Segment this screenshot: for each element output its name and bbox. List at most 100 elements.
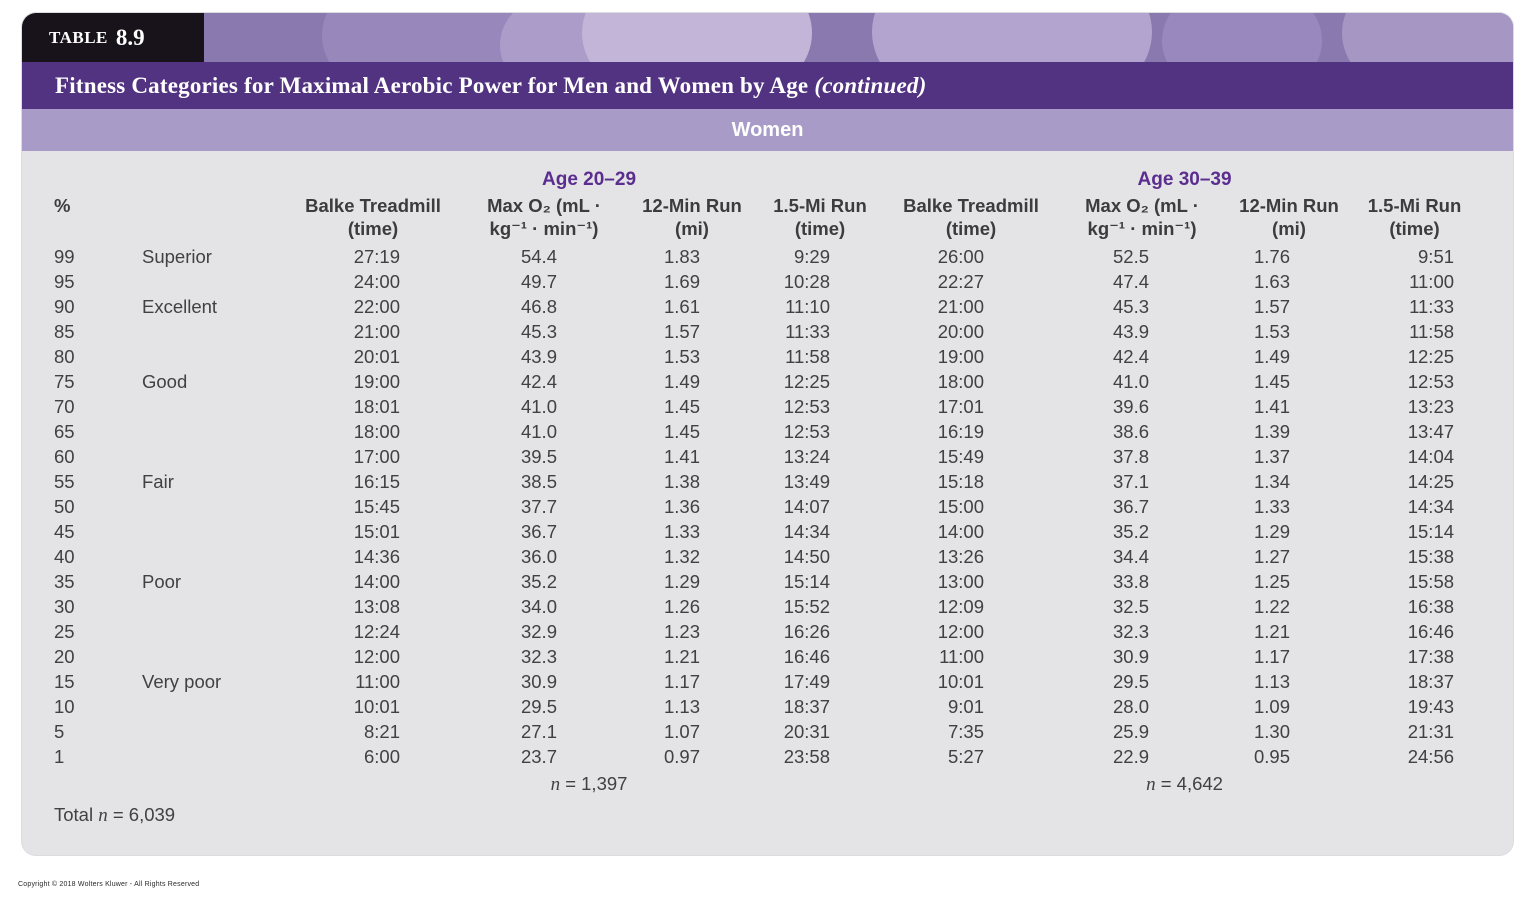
- table-row: 30 13:08 34.0 1.26 15:52 12:09 32.5 1.22…: [54, 594, 1481, 619]
- percentile-cell: 50: [54, 496, 75, 517]
- percentile-cell: 70: [54, 396, 75, 417]
- decorative-blob: [322, 13, 522, 62]
- category-column-header: [142, 194, 290, 244]
- value-cell: 32.3: [520, 646, 557, 667]
- value-cell: 1.53: [663, 346, 700, 367]
- value-cell: 1.53: [1254, 321, 1291, 342]
- table-row: 55 Fair 16:15 38.5 1.38 13:49 15:18 37.1…: [54, 469, 1481, 494]
- percentile-cell: 15: [54, 671, 75, 692]
- value-cell: 1.33: [663, 521, 700, 542]
- table-row: 35 Poor 14:00 35.2 1.29 15:14 13:00 33.8…: [54, 569, 1481, 594]
- value-cell: 34.0: [520, 596, 557, 617]
- value-cell: 1.09: [1254, 696, 1291, 717]
- table-title: Fitness Categories for Maximal Aerobic P…: [55, 72, 809, 98]
- table-label-word: TABLE: [49, 27, 108, 47]
- value-cell: 1.45: [663, 396, 700, 417]
- value-cell: 1.57: [1254, 296, 1291, 317]
- value-cell: 1.17: [663, 671, 700, 692]
- percentile-cell: 90: [54, 296, 75, 317]
- fitness-table: Age 20–29 Age 30–39 % Balke Treadmill (t…: [54, 163, 1481, 800]
- value-cell: 1.26: [663, 596, 700, 617]
- decorative-blob: [1162, 13, 1322, 62]
- age-group-20-29: Age 20–29: [542, 169, 637, 190]
- value-cell: 23.7: [520, 746, 557, 767]
- value-cell: 9:51: [1418, 246, 1455, 267]
- table-row: 1 6:00 23.7 0.97 23:58 5:27 22.9 0.95 24…: [54, 744, 1481, 769]
- table-row: 20 12:00 32.3 1.21 16:46 11:00 30.9 1.17…: [54, 644, 1481, 669]
- value-cell: 1.83: [663, 246, 700, 267]
- value-cell: 15:38: [1407, 546, 1455, 567]
- value-cell: 14:36: [353, 546, 400, 567]
- category-cell: [142, 494, 290, 519]
- percentile-cell: 1: [54, 746, 65, 767]
- category-cell: Good: [142, 371, 188, 392]
- table-card: TABLE 8.9 Fitness Categories for Maximal…: [22, 13, 1513, 855]
- category-cell: [142, 444, 290, 469]
- value-cell: 39.5: [520, 446, 557, 467]
- value-cell: 12:25: [1407, 346, 1455, 367]
- category-cell: [142, 519, 290, 544]
- table-row: 99 Superior 27:19 54.4 1.83 9:29 26:00 5…: [54, 244, 1481, 269]
- table-row: 70 18:01 41.0 1.45 12:53 17:01 39.6 1.41…: [54, 394, 1481, 419]
- value-cell: 14:00: [937, 521, 985, 542]
- value-cell: 24:00: [353, 271, 400, 292]
- value-cell: 18:00: [353, 421, 400, 442]
- table-row: 90 Excellent 22:00 46.8 1.61 11:10 21:00…: [54, 294, 1481, 319]
- value-cell: 14:04: [1407, 446, 1455, 467]
- value-cell: 36.7: [520, 521, 557, 542]
- value-cell: 34.4: [1113, 546, 1150, 567]
- value-cell: 27:19: [353, 246, 400, 267]
- value-cell: 1.07: [663, 721, 700, 742]
- value-cell: 18:37: [783, 696, 831, 717]
- percentile-cell: 55: [54, 471, 75, 492]
- value-cell: 16:19: [937, 421, 985, 442]
- category-cell: Excellent: [142, 296, 218, 317]
- value-cell: 9:01: [948, 696, 985, 717]
- value-cell: 11:00: [355, 671, 400, 692]
- value-cell: 41.0: [520, 396, 557, 417]
- value-cell: 17:38: [1407, 646, 1455, 667]
- value-cell: 13:08: [353, 596, 400, 617]
- value-cell: 1.41: [1254, 396, 1291, 417]
- table-row: 10 10:01 29.5 1.13 18:37 9:01 28.0 1.09 …: [54, 694, 1481, 719]
- value-cell: 45.3: [1113, 296, 1150, 317]
- age-group-header-row: Age 20–29 Age 30–39: [54, 163, 1481, 194]
- table-row: 15 Very poor 11:00 30.9 1.17 17:49 10:01…: [54, 669, 1481, 694]
- value-cell: 1.21: [1254, 621, 1291, 642]
- value-cell: 14:34: [783, 521, 831, 542]
- percentile-cell: 60: [54, 446, 75, 467]
- copyright-notice: Copyright © 2018 Wolters Kluwer - All Ri…: [18, 881, 200, 888]
- value-cell: 1.41: [663, 446, 700, 467]
- value-cell: 14:34: [1407, 496, 1455, 517]
- category-cell: Very poor: [142, 671, 222, 692]
- value-cell: 1.21: [663, 646, 700, 667]
- value-cell: 41.0: [1113, 371, 1150, 392]
- value-cell: 49.7: [520, 271, 557, 292]
- table-row: 75 Good 19:00 42.4 1.49 12:25 18:00 41.0…: [54, 369, 1481, 394]
- value-cell: 45.3: [520, 321, 557, 342]
- value-cell: 1.34: [1254, 471, 1291, 492]
- value-cell: 37.1: [1113, 471, 1150, 492]
- column-header: 12-Min Run (mi): [1239, 195, 1339, 239]
- value-cell: 1.38: [663, 471, 700, 492]
- category-cell: [142, 644, 290, 669]
- value-cell: 1.32: [663, 546, 700, 567]
- category-cell: [142, 544, 290, 569]
- category-cell: Fair: [142, 471, 174, 492]
- value-cell: 12:09: [937, 596, 985, 617]
- empty-footer-cell: [54, 769, 290, 800]
- category-cell: [142, 594, 290, 619]
- column-header: 12-Min Run (mi): [642, 195, 742, 239]
- value-cell: 42.4: [520, 371, 557, 392]
- value-cell: 19:43: [1407, 696, 1455, 717]
- value-cell: 1.17: [1254, 646, 1291, 667]
- percentile-cell: 99: [54, 246, 75, 267]
- table-title-continued: (continued): [814, 72, 927, 98]
- value-cell: 12:53: [783, 421, 831, 442]
- value-cell: 15:14: [783, 571, 831, 592]
- category-cell: [142, 394, 290, 419]
- value-cell: 1.76: [1254, 246, 1291, 267]
- value-cell: 1.45: [1254, 371, 1291, 392]
- decorative-blob: [872, 13, 1152, 62]
- value-cell: 25.9: [1113, 721, 1150, 742]
